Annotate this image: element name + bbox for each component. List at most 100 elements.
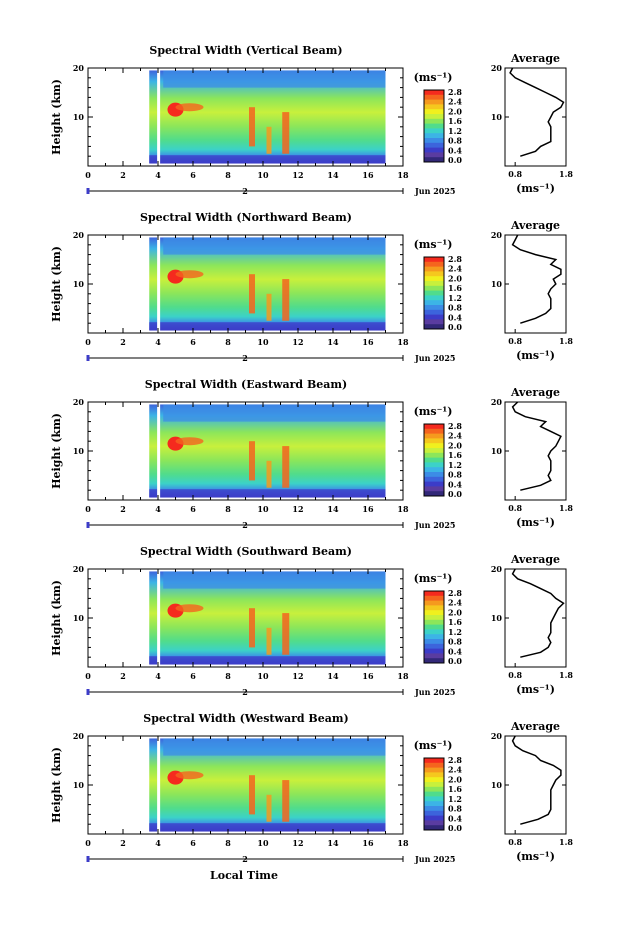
upper-layer	[163, 237, 386, 255]
colorbar-segment	[424, 801, 444, 807]
colorbar-segment	[424, 806, 444, 812]
y-axis-label: Height (km)	[50, 747, 63, 823]
x-tick-label: 8	[225, 337, 231, 347]
colorbar-tick-label: 1.6	[448, 617, 462, 627]
x-tick-label: 8	[225, 838, 231, 848]
colorbar-segment	[424, 94, 444, 101]
colorbar-tick-label: 2.8	[448, 87, 462, 97]
x-tick-label: 4	[155, 170, 161, 180]
x-tick-label: 4	[155, 504, 161, 514]
avg-x-tick-label: 0.8	[508, 169, 522, 179]
colorbar-segment	[424, 128, 444, 134]
colorbar-segment	[424, 266, 444, 272]
colorbar-segment	[424, 133, 444, 139]
colorbar-unit: (ms⁻¹)	[414, 739, 453, 752]
data-gap	[157, 737, 161, 833]
x-tick-label: 16	[362, 504, 374, 514]
colorbar-segment	[424, 457, 444, 463]
convective-column	[249, 107, 255, 147]
boundary-layer	[149, 155, 386, 164]
x-tick-label: 0	[85, 337, 91, 347]
colorbar-segment	[424, 782, 444, 788]
colorbar-segment	[424, 285, 444, 292]
colorbar-segment	[424, 152, 444, 158]
colorbar-segment	[424, 271, 444, 277]
colorbar-segment	[424, 324, 444, 330]
y-tick-label: 10	[73, 279, 85, 289]
x-tick-label: 6	[190, 504, 196, 514]
colorbar-tick-label: 0.4	[448, 145, 462, 155]
colorbar-tick-label: 0.0	[448, 656, 462, 666]
colorbar-tick-label: 1.2	[448, 126, 462, 136]
colorbar-segment	[424, 118, 444, 125]
colorbar-segment	[424, 591, 444, 597]
x-tick-label: 4	[155, 838, 161, 848]
colorbar-tick-label: 0.4	[448, 312, 462, 322]
colorbar-segment	[424, 486, 444, 492]
x-tick-label: 16	[362, 337, 374, 347]
panel-title: Spectral Width (Northward Beam)	[140, 211, 352, 224]
colorbar-tick-label: 2.8	[448, 254, 462, 264]
x-tick-label: 4	[155, 671, 161, 681]
colorbar-segment	[424, 772, 444, 778]
date-bar-mark-label: 2	[242, 520, 248, 530]
colorbar-tick-label: 1.2	[448, 627, 462, 637]
avg-x-label: (ms⁻¹)	[516, 850, 555, 863]
colorbar-tick-label: 1.6	[448, 283, 462, 293]
convective-column	[282, 446, 290, 488]
colorbar-tick-label: 0.4	[448, 479, 462, 489]
colorbar-frame	[423, 256, 445, 330]
colorbar-segment	[424, 261, 444, 268]
convective-column	[266, 794, 272, 822]
avg-title: Average	[510, 553, 560, 566]
colorbar-segment	[424, 109, 444, 115]
x-tick-label: 0	[85, 504, 91, 514]
colorbar-tick-label: 0.4	[448, 646, 462, 656]
colorbar-tick-label: 1.2	[448, 293, 462, 303]
colorbar-segment	[424, 424, 444, 430]
boundary-layer	[149, 823, 386, 832]
convective-column	[249, 775, 255, 815]
colorbar-segment	[424, 428, 444, 435]
avg-y-tick-label: 10	[491, 613, 503, 623]
avg-y-tick-label: 20	[491, 63, 503, 73]
upper-layer	[163, 404, 386, 422]
date-label: Jun 2025	[414, 353, 455, 363]
colorbar-segment	[424, 624, 444, 630]
colorbar-segment	[424, 305, 444, 311]
convective-column	[249, 274, 255, 314]
colorbar-frame	[423, 757, 445, 831]
avg-profile-line	[509, 67, 565, 157]
colorbar-segment	[424, 653, 444, 659]
colorbar-segment	[424, 314, 444, 320]
colorbar-frame	[423, 590, 445, 664]
colorbar-segment	[424, 290, 444, 296]
x-tick-label: 0	[85, 671, 91, 681]
colorbar-tick-label: 0.0	[448, 823, 462, 833]
x-tick-label: 0	[85, 170, 91, 180]
panel-0: Spectral Width (Vertical Beam)2010Height…	[50, 44, 573, 196]
x-tick-label: 12	[292, 337, 303, 347]
convective-column	[282, 780, 290, 822]
colorbar-tick-label: 0.8	[448, 303, 462, 313]
colorbar-tick-label: 1.6	[448, 450, 462, 460]
colorbar-tick-label: 2.0	[448, 774, 462, 784]
colorbar-segment	[424, 777, 444, 783]
colorbar-segment	[424, 815, 444, 821]
high-width-patch	[175, 103, 204, 112]
upper-layer	[163, 70, 386, 88]
colorbar-segment	[424, 767, 444, 773]
colorbar-segment	[424, 142, 444, 149]
panel-title: Spectral Width (Southward Beam)	[140, 545, 352, 558]
avg-profile-line	[511, 401, 562, 491]
avg-title: Average	[510, 52, 560, 65]
date-bar-mark-label: 2	[242, 687, 248, 697]
colorbar-tick-label: 0.8	[448, 804, 462, 814]
x-tick-label: 10	[257, 504, 269, 514]
x-tick-label: 16	[362, 170, 374, 180]
colorbar-segment	[424, 309, 444, 316]
x-tick-label: 10	[257, 337, 269, 347]
avg-x-tick-label: 1.8	[559, 837, 573, 847]
high-width-patch	[175, 771, 204, 780]
